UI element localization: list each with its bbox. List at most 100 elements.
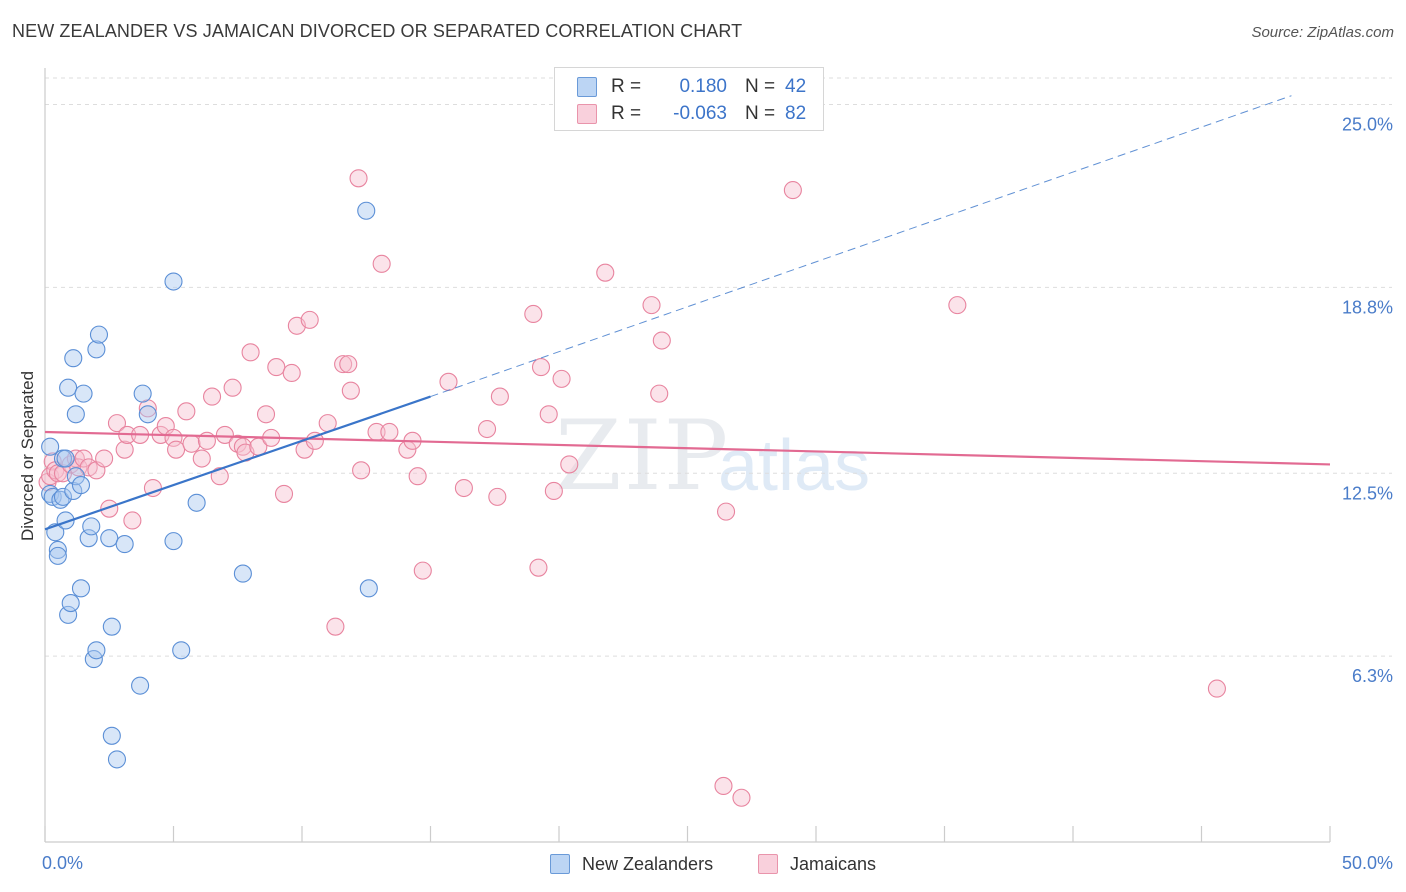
new-zealander-point xyxy=(71,476,91,495)
new-zealanders-trend-extension xyxy=(430,95,1292,398)
jamaican-point xyxy=(123,511,142,530)
jamaican-point xyxy=(783,181,802,200)
jamaican-point xyxy=(529,558,548,577)
new-zealander-point xyxy=(79,529,98,548)
new-zealanders-trend-line xyxy=(44,395,431,531)
new-zealander-point xyxy=(138,405,157,424)
new-zealander-point xyxy=(115,535,134,554)
trend-lines xyxy=(44,95,1331,531)
new-zealander-point xyxy=(87,340,106,359)
new-zealander-point xyxy=(172,641,191,660)
x-tick-label: 50.0% xyxy=(1342,853,1393,873)
jamaican-point xyxy=(341,381,360,400)
legend-r-value: -0.063 xyxy=(673,103,727,124)
jamaican-point xyxy=(490,387,509,406)
legend-row-new-zealanders: R = 0.180 N = 42 xyxy=(577,75,806,99)
y-tick-label: 18.8% xyxy=(1342,297,1393,317)
jamaican-point xyxy=(164,428,183,447)
tick-labels: 6.3% 12.5% 18.8% 25.0% 0.0% 50.0% xyxy=(42,115,1393,873)
bottom-legend-swatch-pink xyxy=(758,854,778,874)
new-zealander-point xyxy=(89,325,109,344)
new-zealander-point xyxy=(102,617,121,636)
new-zealander-point xyxy=(64,349,83,368)
jamaican-point xyxy=(182,434,201,453)
legend-swatch-pink xyxy=(577,104,597,124)
jamaican-point xyxy=(223,378,242,397)
jamaican-point xyxy=(100,499,119,518)
legend-row-jamaicans: R = -0.063 N = 82 xyxy=(577,102,806,126)
new-zealander-point xyxy=(41,437,60,456)
jamaican-point xyxy=(650,384,669,403)
jamaican-point xyxy=(544,481,563,501)
jamaican-point xyxy=(349,169,368,188)
jamaican-point xyxy=(552,369,571,388)
new-zealander-point xyxy=(74,384,93,403)
jamaican-point xyxy=(115,440,134,459)
new-zealander-point xyxy=(51,490,70,509)
legend-r-label: R = xyxy=(611,76,642,97)
x-tick-label: 0.0% xyxy=(42,853,83,873)
jamaican-point xyxy=(74,449,93,468)
new-zealander-point xyxy=(59,605,78,624)
jamaican-point xyxy=(539,405,558,424)
jamaican-point xyxy=(380,422,399,442)
jamaican-point xyxy=(167,440,186,459)
jamaican-point xyxy=(203,387,222,406)
jamaican-point xyxy=(192,449,211,468)
jamaican-point xyxy=(652,331,671,350)
watermark-zip: ZIP xyxy=(555,400,731,512)
jamaican-point xyxy=(339,355,358,374)
jamaican-point xyxy=(334,355,353,374)
new-zealander-point xyxy=(56,449,75,468)
source-label: Source: ZipAtlas.com xyxy=(1251,24,1394,41)
new-zealander-point xyxy=(87,641,106,660)
legend-n-value: 82 xyxy=(785,103,807,124)
new-zealander-point xyxy=(131,676,150,695)
new-zealander-point xyxy=(107,750,127,769)
new-zealander-point xyxy=(48,540,67,560)
new-zealander-point xyxy=(164,532,183,551)
new-zealander-point xyxy=(359,579,378,598)
jamaican-point xyxy=(256,405,276,424)
jamaican-point xyxy=(305,431,324,450)
jamaicans-trend-line xyxy=(44,430,1331,466)
legend-n-label: N = xyxy=(745,103,776,124)
y-tick-label: 6.3% xyxy=(1352,666,1393,686)
new-zealander-point xyxy=(61,594,80,613)
jamaican-point xyxy=(352,461,371,480)
jamaican-point xyxy=(241,343,260,362)
new-zealanders-points xyxy=(41,201,378,769)
jamaican-point xyxy=(948,296,967,315)
jamaican-point xyxy=(560,455,579,474)
new-zealander-point xyxy=(102,726,121,745)
jamaican-point xyxy=(413,561,432,580)
stats-legend: R = 0.180 N = 42 R = -0.063 N = 82 xyxy=(554,67,824,131)
bottom-legend-label: New Zealanders xyxy=(582,853,714,874)
new-zealander-point xyxy=(66,467,85,486)
jamaican-point xyxy=(282,363,301,383)
y-tick-label: 25.0% xyxy=(1342,115,1393,135)
bottom-legend-label: Jamaicans xyxy=(790,853,877,874)
chart-title: NEW ZEALANDER VS JAMAICAN DIVORCED OR SE… xyxy=(12,21,743,41)
jamaican-point xyxy=(531,358,551,377)
jamaican-point xyxy=(642,296,661,315)
new-zealander-point xyxy=(133,384,152,403)
new-zealander-point xyxy=(59,378,78,397)
legend-n-label: N = xyxy=(745,76,776,97)
y-tick-label: 12.5% xyxy=(1342,483,1393,503)
new-zealander-point xyxy=(66,405,85,424)
jamaicans-points xyxy=(38,169,1226,807)
bottom-legend-swatch-blue xyxy=(550,854,570,874)
bottom-legend-new-zealanders: New Zealanders xyxy=(550,851,713,877)
jamaican-point xyxy=(488,487,507,506)
jamaican-point xyxy=(732,788,751,807)
new-zealander-point xyxy=(357,201,376,220)
jamaican-point xyxy=(439,372,458,391)
new-zealander-point xyxy=(100,529,119,548)
new-zealander-point xyxy=(164,272,183,291)
bottom-legend-jamaicans: Jamaicans xyxy=(758,851,876,877)
jamaican-point xyxy=(210,467,229,486)
jamaican-point xyxy=(177,402,196,421)
legend-n-value: 42 xyxy=(785,76,807,97)
